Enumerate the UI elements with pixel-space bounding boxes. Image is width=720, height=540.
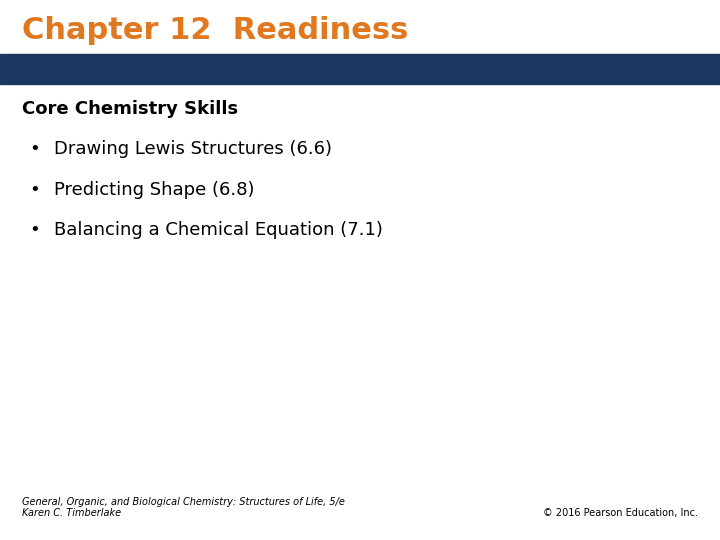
Text: •: • <box>29 140 40 158</box>
Bar <box>0 54 720 84</box>
Text: •: • <box>29 181 40 199</box>
Text: Core Chemistry Skills: Core Chemistry Skills <box>22 100 238 118</box>
Text: Predicting Shape (6.8): Predicting Shape (6.8) <box>54 181 254 199</box>
Text: Drawing Lewis Structures (6.6): Drawing Lewis Structures (6.6) <box>54 140 332 158</box>
Text: © 2016 Pearson Education, Inc.: © 2016 Pearson Education, Inc. <box>544 508 698 518</box>
Text: General, Organic, and Biological Chemistry: Structures of Life, 5/e
Karen C. Tim: General, Organic, and Biological Chemist… <box>22 497 344 518</box>
Text: •: • <box>29 221 40 239</box>
Text: Balancing a Chemical Equation (7.1): Balancing a Chemical Equation (7.1) <box>54 221 383 239</box>
Text: Chapter 12  Readiness: Chapter 12 Readiness <box>22 16 408 45</box>
